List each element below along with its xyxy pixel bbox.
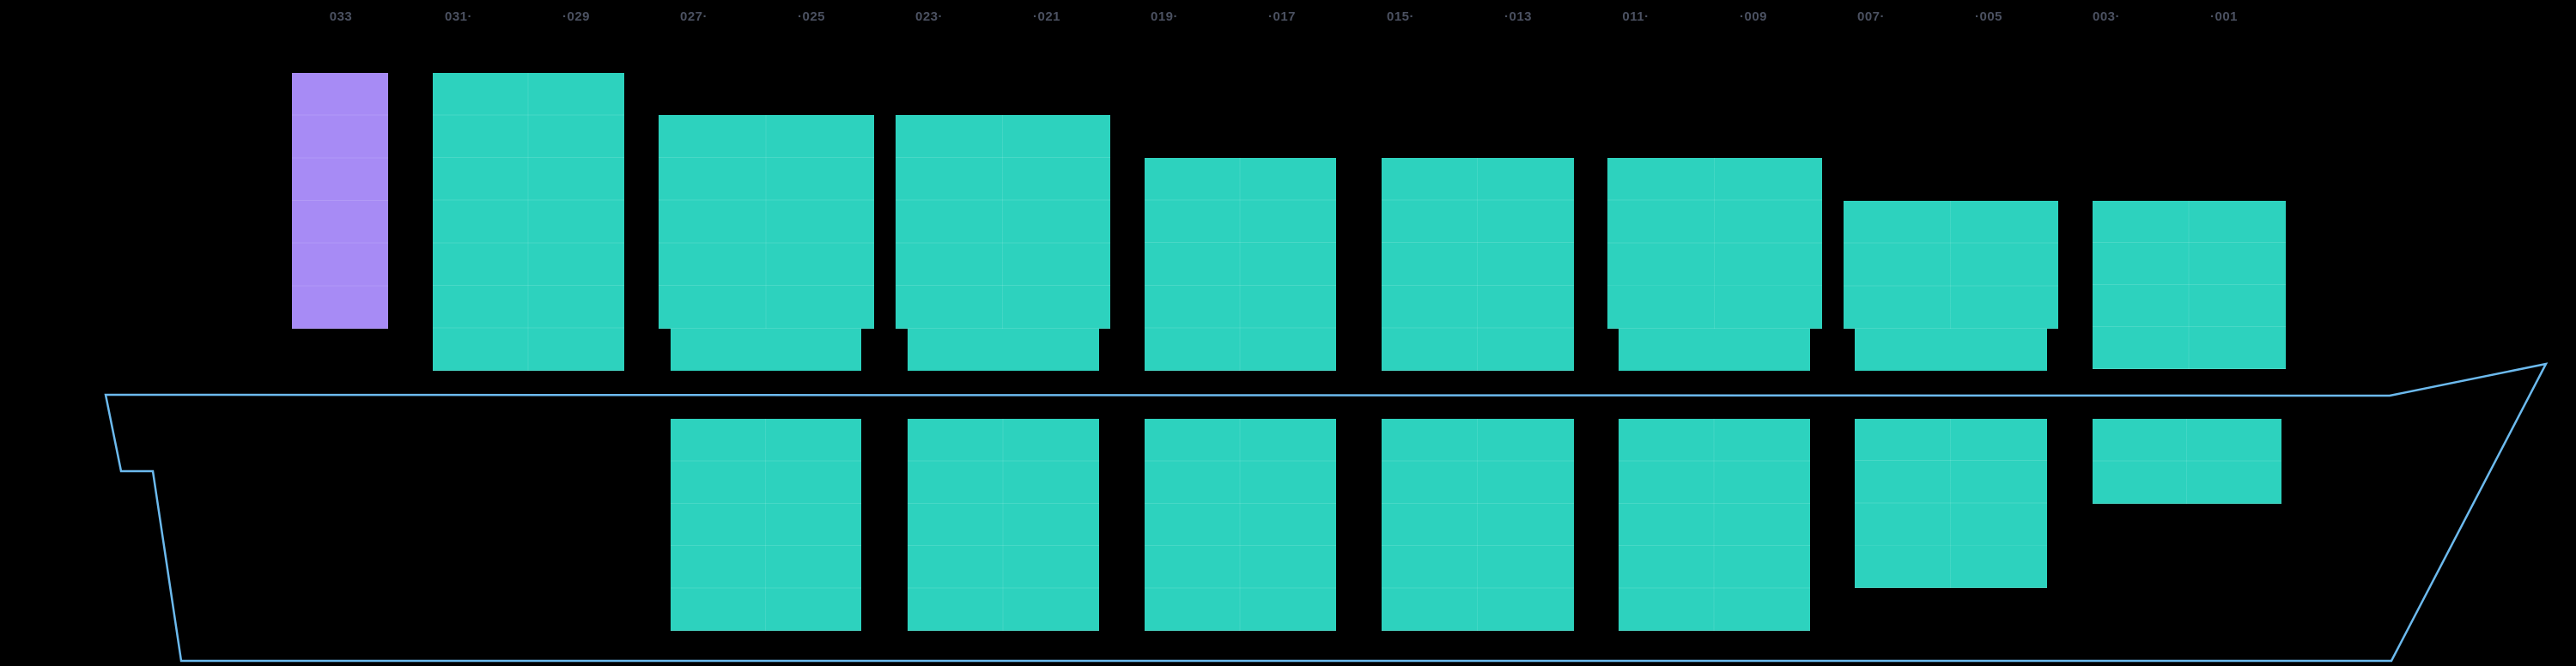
bay-007-005-above-deck[interactable] <box>1844 201 2058 329</box>
bay-label-025: ·025 <box>797 9 826 24</box>
bay-label-029: ·029 <box>562 9 591 24</box>
bay-label-007: 007· <box>1856 9 1886 24</box>
bay-019-017-below-deck[interactable] <box>1145 419 1336 631</box>
bay-015-013-below-deck[interactable] <box>1382 419 1574 631</box>
bay-label-023: 023· <box>914 9 944 24</box>
bay-label-019: 019· <box>1150 9 1179 24</box>
bay-027-025-pedestal[interactable] <box>671 329 861 371</box>
bay-015-013-above-deck[interactable] <box>1382 158 1574 371</box>
bay-003-001-below-deck[interactable] <box>2093 419 2281 504</box>
bay-007-005-below-deck[interactable] <box>1855 419 2047 588</box>
bay-027-025-above-deck[interactable] <box>659 115 874 329</box>
bay-label-003: 003· <box>2092 9 2121 24</box>
bay-033-above-deck[interactable] <box>292 73 388 329</box>
bay-label-027: 027· <box>679 9 708 24</box>
bay-023-021-pedestal[interactable] <box>908 329 1099 371</box>
bay-011-009-pedestal[interactable] <box>1619 329 1810 371</box>
bay-027-025-below-deck[interactable] <box>671 419 861 631</box>
bay-label-005: ·005 <box>1974 9 2003 24</box>
bay-label-015: 015· <box>1386 9 1415 24</box>
bay-label-033: 033 <box>329 9 353 24</box>
bay-023-021-above-deck[interactable] <box>896 115 1110 329</box>
bay-023-021-below-deck[interactable] <box>908 419 1099 631</box>
bay-label-021: ·021 <box>1032 9 1061 24</box>
bay-label-009: ·009 <box>1739 9 1768 24</box>
bay-011-009-below-deck[interactable] <box>1619 419 1810 631</box>
bay-label-031: 031· <box>444 9 473 24</box>
bay-011-009-above-deck[interactable] <box>1607 158 1822 329</box>
bay-007-005-pedestal[interactable] <box>1855 329 2047 371</box>
bay-003-001-above-deck[interactable] <box>2093 201 2286 369</box>
bay-label-013: ·013 <box>1504 9 1533 24</box>
bay-label-011: 011· <box>1622 9 1649 24</box>
bay-031-029-above-deck[interactable] <box>433 73 624 371</box>
bay-label-017: ·017 <box>1267 9 1297 24</box>
bay-019-017-above-deck[interactable] <box>1145 158 1336 371</box>
bay-label-001: ·001 <box>2209 9 2239 24</box>
